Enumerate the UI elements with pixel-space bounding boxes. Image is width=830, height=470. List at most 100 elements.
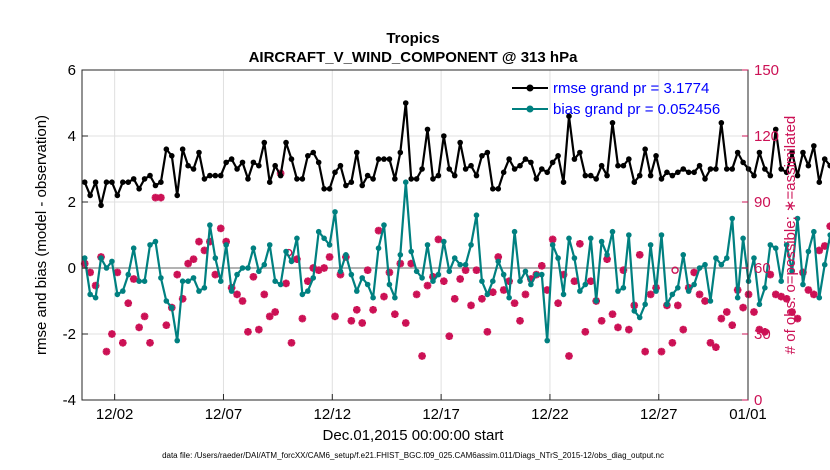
- rmse-point: [468, 162, 474, 169]
- rmse-point: [767, 172, 774, 179]
- footer-data-file: data file: /Users/raeder/DAI/ATM_forcXX/…: [162, 451, 664, 460]
- rmse-point: [424, 126, 431, 133]
- bias-point: [299, 291, 306, 298]
- rmse-point: [696, 162, 703, 169]
- bias-point: [718, 261, 725, 268]
- obs-assimilated-marker: [744, 290, 753, 299]
- plot-area: [82, 70, 748, 400]
- bias-point: [87, 291, 93, 298]
- bias-point: [468, 242, 474, 248]
- obs-assimilated-marker: [695, 290, 704, 299]
- obs-assimilated-marker: [489, 288, 497, 297]
- obs-assimilated-marker: [391, 310, 399, 319]
- rmse-point: [364, 172, 371, 179]
- bias-point: [326, 242, 333, 248]
- bias-point: [609, 228, 616, 235]
- bias-point: [538, 271, 545, 278]
- rmse-point: [125, 179, 132, 185]
- obs-assimilated-marker: [162, 321, 171, 330]
- rmse-point: [250, 159, 257, 166]
- rmse-point: [266, 179, 273, 185]
- rmse-point: [555, 153, 561, 159]
- bias-point: [103, 265, 110, 271]
- rmse-point: [408, 176, 414, 182]
- rmse-point: [794, 172, 801, 179]
- rmse-point: [642, 146, 648, 152]
- rmse-point: [647, 172, 654, 179]
- rmse-point: [228, 156, 235, 162]
- rmse-point: [522, 156, 529, 162]
- obs-assimilated-marker: [412, 290, 421, 299]
- rmse-point: [310, 149, 317, 156]
- bias-point: [125, 271, 132, 278]
- obs-assimilated-marker: [244, 327, 252, 336]
- bias-point: [691, 281, 697, 288]
- rmse-point: [517, 162, 523, 169]
- plot-frame: [81, 69, 749, 401]
- rmse-point: [745, 166, 752, 172]
- obs-assimilated-marker: [499, 286, 508, 294]
- obs-assimilated-marker: [712, 343, 720, 352]
- rmse-point: [207, 172, 213, 179]
- bias-point: [315, 228, 322, 235]
- obs-assimilated-marker: [331, 312, 339, 321]
- bias-point: [756, 301, 763, 308]
- bias-point: [152, 238, 159, 245]
- x-axis-ticks: 12/02 12/07 12/12 12/17 12/22 12/27 01/01: [96, 394, 767, 423]
- bias-point: [560, 291, 567, 298]
- rmse-point: [457, 139, 463, 146]
- obs-assimilated-marker: [521, 290, 530, 299]
- obs-assimilated-marker: [287, 338, 296, 347]
- bias-point: [794, 215, 801, 222]
- rmse-point: [723, 166, 730, 172]
- rmse-point: [375, 156, 382, 162]
- obs-assimilated-marker: [352, 305, 361, 314]
- rmse-point: [713, 166, 719, 172]
- bias-point: [261, 261, 268, 268]
- obs-assimilated-marker: [728, 321, 737, 330]
- bias-point: [196, 288, 202, 294]
- legend-rmse-marker: [526, 84, 534, 92]
- y-right-axis-ticks: 0 30 60 90 120 150: [742, 62, 779, 409]
- x-tick-label: 01/01: [729, 406, 767, 423]
- rmse-point: [381, 156, 387, 162]
- bias-point: [544, 337, 551, 344]
- bias-point: [549, 242, 556, 248]
- bias-point: [234, 271, 240, 278]
- bias-point: [800, 281, 806, 288]
- rmse-point: [587, 172, 594, 179]
- rmse-point: [544, 169, 551, 176]
- bias-point: [397, 252, 404, 258]
- bias-point: [571, 255, 578, 261]
- bias-point: [587, 235, 594, 242]
- bias-point: [402, 179, 409, 185]
- obs-assimilated-marker: [641, 347, 649, 356]
- bias-point: [751, 255, 757, 261]
- bias-point: [555, 255, 561, 261]
- obs-assimilated-marker: [674, 301, 682, 310]
- legend-bias-marker: [526, 105, 534, 113]
- bias-point: [713, 255, 719, 261]
- rmse-point: [462, 166, 469, 172]
- bias-point: [109, 258, 115, 265]
- rmse-point: [92, 179, 99, 185]
- obs-assimilated-marker: [129, 275, 138, 283]
- bias-point: [163, 298, 170, 304]
- rmse-point: [484, 149, 491, 156]
- x-tick-label: 12/17: [422, 406, 460, 423]
- obs-assimilated-marker: [706, 338, 715, 347]
- rmse-point: [321, 186, 327, 192]
- bias-point: [669, 291, 676, 298]
- obs-assimilated-marker: [363, 266, 372, 275]
- rmse-point: [675, 169, 681, 176]
- bias-point: [479, 278, 485, 285]
- bias-point: [734, 294, 741, 301]
- bias-point: [604, 252, 610, 258]
- obs-assimilated-marker: [320, 264, 328, 272]
- rmse-point: [212, 172, 219, 179]
- bias-point: [114, 291, 121, 298]
- obs-assimilated-marker: [635, 251, 644, 259]
- x-tick-label: 12/27: [640, 406, 678, 423]
- rmse-point: [272, 162, 278, 169]
